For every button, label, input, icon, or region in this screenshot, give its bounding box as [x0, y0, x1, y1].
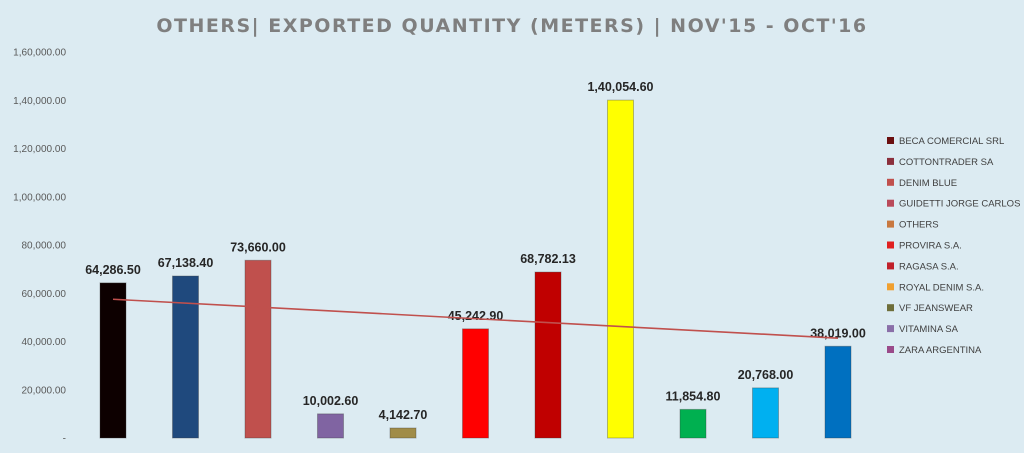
legend-swatch	[887, 325, 894, 333]
y-axis-ticks: - 20,000.00 40,000.00 60,000.00 80,000.00 1,0…	[13, 48, 66, 445]
legend-label: ZARA ARGENTINA	[899, 345, 982, 356]
legend-swatch	[887, 178, 894, 186]
y-tick-label: -	[63, 434, 66, 445]
bar	[244, 259, 272, 439]
legend-swatch	[887, 346, 894, 353]
data-label: 64,286.50	[85, 263, 141, 277]
legend-swatch	[887, 283, 894, 291]
trendline-group	[112, 298, 839, 339]
data-label: 1,40,054.60	[587, 80, 653, 94]
legend-label: BECA COMERCIAL SRL	[899, 136, 1004, 147]
legend-label: VF JEANSWEAR	[899, 303, 973, 314]
y-tick-label: 40,000.00	[22, 337, 67, 348]
legend: BECA COMERCIAL SRL COTTONTRADER SA DENIM B…	[887, 136, 1020, 356]
bar	[317, 413, 344, 439]
y-tick-label: 60,000.00	[22, 289, 67, 300]
bar	[534, 271, 562, 439]
chart-title: OTHERS| EXPORTED QUANTITY (METERS) | NOV…	[156, 15, 867, 37]
bar	[824, 345, 852, 439]
bar	[99, 282, 127, 439]
trendline	[112, 298, 839, 339]
legend-label: VITAMINA SA	[899, 324, 959, 335]
legend-label: COTTONTRADER SA	[899, 157, 994, 168]
legend-label: OTHERS	[899, 220, 939, 231]
legend-swatch	[887, 241, 894, 249]
y-tick-label: 20,000.00	[22, 385, 67, 396]
y-tick-label: 80,000.00	[22, 241, 67, 252]
bar	[462, 328, 489, 439]
data-label: 38,019.00	[810, 326, 866, 340]
bar	[172, 275, 199, 439]
legend-label: GUIDETTI JORGE CARLOS	[899, 199, 1020, 210]
bar	[752, 387, 779, 439]
data-label: 45,242.90	[448, 309, 504, 323]
data-label: 20,768.00	[738, 368, 794, 382]
y-tick-label: 1,20,000.00	[13, 144, 66, 155]
legend-swatch	[887, 262, 894, 270]
data-label: 10,002.60	[303, 394, 359, 408]
data-label: 68,782.13	[520, 252, 576, 266]
legend-swatch	[887, 304, 894, 312]
legend-swatch	[887, 157, 894, 165]
bar	[389, 427, 417, 439]
bar	[607, 99, 634, 439]
y-tick-label: 1,40,000.00	[13, 96, 66, 107]
data-label: 4,142.70	[379, 408, 428, 422]
data-label: 67,138.40	[158, 256, 214, 270]
legend-swatch	[887, 220, 894, 228]
legend-label: ROYAL DENIM S.A.	[899, 282, 984, 293]
y-tick-label: 1,60,000.00	[13, 48, 66, 59]
legend-swatch	[887, 137, 894, 144]
legend-label: PROVIRA S.A.	[899, 241, 962, 252]
bar	[679, 408, 707, 439]
legend-swatch	[887, 199, 894, 207]
bars-group	[99, 99, 852, 439]
data-label: 73,660.00	[230, 240, 286, 254]
y-tick-label: 1,00,000.00	[13, 192, 66, 203]
legend-label: RAGASA S.A.	[899, 261, 959, 272]
legend-label: DENIM BLUE	[899, 178, 957, 189]
data-label: 11,854.80	[666, 389, 721, 403]
data-labels-group: 64,286.50 67,138.40 73,660.00 10,002.60 4,14…	[85, 80, 866, 422]
